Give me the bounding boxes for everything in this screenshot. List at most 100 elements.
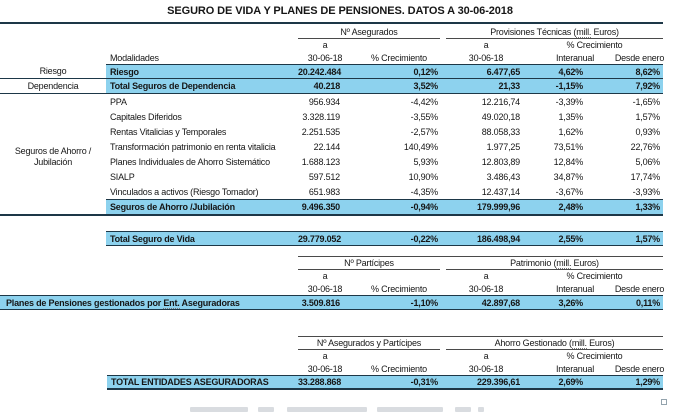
cell-crecimiento: 0,12% xyxy=(413,66,438,77)
spellcheck-underline: mill. xyxy=(576,27,592,38)
cell-crecimiento: -4,35% xyxy=(410,186,439,197)
table-row: Capitales Diferidos 3.328.119 -3,55% 49.… xyxy=(0,109,663,124)
cell-desde-enero: 1,57% xyxy=(635,111,660,122)
table-row-total-entidades: TOTAL ENTIDADES ASEGURADORAS 33.288.868 … xyxy=(0,375,663,390)
header-a-row: a a % Crecimiento xyxy=(0,270,663,282)
table-row-total-vida: Total Seguro de Vida 29.779.052 -0,22% 1… xyxy=(0,231,663,246)
cell-interanual: 1,62% xyxy=(558,126,583,137)
cell-interanual: -3,67% xyxy=(555,186,584,197)
cell-provisiones: 88.058,33 xyxy=(481,126,520,137)
cell-desde-enero: -3,93% xyxy=(632,186,661,197)
col-group-num-participes: Nº Partícipes xyxy=(298,258,440,270)
header-a: a xyxy=(483,351,489,361)
cell-crecimiento: -3,55% xyxy=(410,111,439,122)
section-top-divider xyxy=(298,256,663,257)
cell-asegurados: 22.144 xyxy=(313,141,341,152)
table-row-riesgo: Riesgo Riesgo 20.242.484 0,12% 6.477,65 … xyxy=(0,64,663,79)
col-group-num-asegurados: Nº Asegurados xyxy=(298,27,440,39)
header-interanual: Interanual xyxy=(555,52,595,63)
table-planes-pensiones: Nº Partícipes Patrimonio (mill. Euros) a… xyxy=(0,256,665,310)
header-growth: % Crecimiento xyxy=(371,363,427,374)
spellcheck-underline: mill. xyxy=(556,258,572,269)
cell-provisiones: 21,33 xyxy=(498,81,520,91)
header-cols-row: 30-06-18 % Crecimiento 30-06-18 Interanu… xyxy=(0,282,665,295)
header-growth-span: % Crecimiento xyxy=(566,351,623,361)
header-desde-enero: Desde enero xyxy=(614,52,665,63)
table-row: SIALP 597.512 10,90% 3.486,43 34,87% 17,… xyxy=(0,169,663,184)
cell-provisiones: 179.999,96 xyxy=(476,202,520,212)
cell-asegurados: 20.242.484 xyxy=(298,66,342,77)
header-interanual: Interanual xyxy=(555,363,595,374)
cell-provisiones: 3.486,43 xyxy=(486,171,521,182)
cell-desde-enero: 17,74% xyxy=(630,171,661,182)
header-date: 30-06-18 xyxy=(307,363,343,374)
table-row: Planes Individuales de Ahorro Sistemátic… xyxy=(0,154,663,169)
header-interanual: Interanual xyxy=(555,283,595,294)
cell-crecimiento: 10,90% xyxy=(408,171,439,182)
cell-crecimiento: 3,52% xyxy=(413,81,438,91)
row-label: Vinculados a activos (Riesgo Tomador) xyxy=(110,186,259,197)
cell-provisiones: 12.437,14 xyxy=(481,186,520,197)
cell-interanual: 12,84% xyxy=(553,156,584,167)
cell-asegurados: 2.251.535 xyxy=(301,126,340,137)
cell-participes: 3.509.816 xyxy=(301,297,340,308)
header-date: 30-06-18 xyxy=(468,52,504,63)
header-desde-enero: Desde enero xyxy=(614,283,665,294)
table-row-dependencia: Dependencia Total Seguros de Dependencia… xyxy=(0,79,663,94)
cell-crecimiento: -2,57% xyxy=(410,126,439,137)
cell-asegurados: 29.779.052 xyxy=(298,233,342,244)
header-growth-span: % Crecimiento xyxy=(566,271,623,281)
table-total-entidades: Nº Asegurados y Partícipes Ahorro Gestio… xyxy=(0,336,665,390)
table-row-subtotal-ahorro: Seguros de Ahorro /Jubilación 9.496.350 … xyxy=(0,199,663,214)
cell-asegurados: 1.688.123 xyxy=(301,156,340,167)
highlight-band: Riesgo 20.242.484 0,12% 6.477,65 4,62% 8… xyxy=(106,64,663,79)
header-desde-enero: Desde enero xyxy=(614,363,665,374)
cell-desde-enero: 8,62% xyxy=(635,66,660,77)
cell-asegurados: 3.328.119 xyxy=(302,111,340,122)
cell-desde-enero: 1,33% xyxy=(635,202,660,212)
cell-desde-enero: -1,65% xyxy=(632,96,661,107)
title-divider xyxy=(0,22,663,24)
col-group-provisiones: Provisiones Técnicas (mill. Euros) xyxy=(446,27,663,39)
row-label: Rentas Vitalicias y Temporales xyxy=(110,126,227,137)
cell-interanual: -3,39% xyxy=(555,96,584,107)
header-groups-row: Nº Partícipes Patrimonio (mill. Euros) xyxy=(0,257,663,270)
footer-blur xyxy=(190,407,248,412)
col-group-label: Nº Partícipes xyxy=(344,258,394,268)
cell-provisiones: 1.977,25 xyxy=(486,141,521,152)
row-label: Transformación patrimonio en renta vital… xyxy=(110,141,276,152)
section-divider xyxy=(0,214,663,216)
header-a: a xyxy=(483,40,489,50)
header-modalidades: Modalidades xyxy=(110,52,159,63)
header-growth: % Crecimiento xyxy=(371,52,427,63)
spellcheck-underline: mill. xyxy=(571,338,587,349)
footer-blur xyxy=(377,407,443,412)
cell-provisiones: 12.803,89 xyxy=(481,156,520,167)
cell-interanual: 2,69% xyxy=(558,377,583,387)
section-top-divider xyxy=(298,336,663,337)
highlight-band: TOTAL ENTIDADES ASEGURADORAS 33.288.868 … xyxy=(107,375,663,390)
col-group-label: Nº Asegurados y Partícipes xyxy=(316,338,422,348)
table-total-vida: Total Seguro de Vida 29.779.052 -0,22% 1… xyxy=(0,231,663,246)
row-label: Riesgo xyxy=(110,66,139,77)
cell-interanual: 1,35% xyxy=(558,111,583,122)
table-row: Transformación patrimonio en renta vital… xyxy=(0,139,663,154)
cell-interanual: 2,55% xyxy=(558,233,583,244)
header-date: 30-06-18 xyxy=(468,363,504,374)
header-date: 30-06-18 xyxy=(468,283,504,294)
cell-desde-enero: 5,06% xyxy=(635,156,660,167)
header-a: a xyxy=(322,351,328,361)
cell-crecimiento: -0,94% xyxy=(410,202,439,212)
cell-asegurados: 40.218 xyxy=(313,81,341,91)
col-group-asegurados-participes: Nº Asegurados y Partícipes xyxy=(298,338,440,350)
header-a-row: a a % Crecimiento xyxy=(0,350,663,362)
header-cols-row: Modalidades 30-06-18 % Crecimiento 30-06… xyxy=(0,51,664,64)
cell-desde-enero: 0,11% xyxy=(635,297,660,308)
cell-desde-enero: 22,76% xyxy=(630,141,661,152)
cell-desde-enero: 7,92% xyxy=(635,81,660,91)
header-cols-row: 30-06-18 % Crecimiento 30-06-18 Interanu… xyxy=(0,362,665,375)
cell-interanual: 3,26% xyxy=(558,297,583,308)
table-row: Vinculados a activos (Riesgo Tomador) 65… xyxy=(0,184,663,199)
cell-interanual: 2,48% xyxy=(558,202,583,212)
